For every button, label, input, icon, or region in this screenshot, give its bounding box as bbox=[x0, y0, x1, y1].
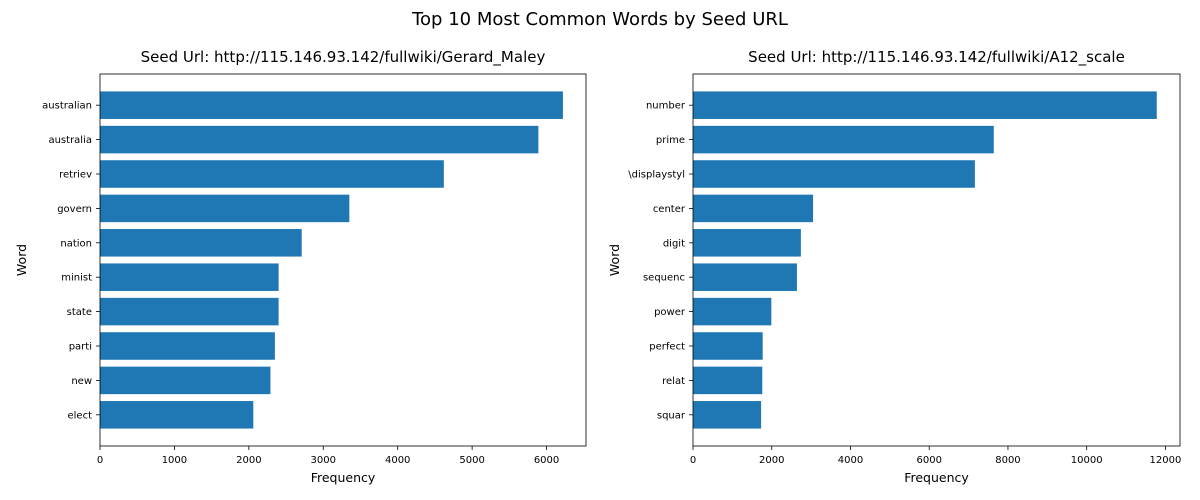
bar-state bbox=[100, 297, 279, 326]
bar-power bbox=[693, 297, 772, 326]
bar-govern bbox=[100, 194, 350, 223]
y-tick-label: retriev bbox=[59, 170, 92, 181]
subplot-title: Seed Url: http://115.146.93.142/fullwiki… bbox=[748, 48, 1125, 67]
bar-parti bbox=[100, 332, 275, 360]
bar-prime bbox=[693, 125, 994, 154]
x-tick-label: 8000 bbox=[995, 455, 1020, 466]
bar-number bbox=[693, 91, 1157, 119]
x-axis-label: Frequency bbox=[904, 470, 969, 485]
x-tick-label: 0 bbox=[97, 455, 103, 466]
plot-frame bbox=[99, 73, 587, 447]
y-tick-label: \displaystyl bbox=[628, 170, 685, 181]
x-tick-label: 2000 bbox=[236, 455, 261, 466]
x-tick-label: 4000 bbox=[838, 455, 863, 466]
y-tick-label: nation bbox=[60, 238, 92, 249]
y-tick-label: number bbox=[646, 101, 686, 112]
y-tick-label: sequenc bbox=[643, 273, 685, 284]
bar-australian bbox=[100, 91, 563, 119]
plot-frame bbox=[692, 73, 1181, 447]
y-tick-label: relat bbox=[662, 376, 685, 387]
y-tick-label: parti bbox=[69, 342, 92, 353]
x-tick-label: 0 bbox=[690, 455, 696, 466]
y-tick-label: australia bbox=[48, 135, 92, 146]
y-tick-label: power bbox=[654, 307, 686, 318]
bar-displaystyl bbox=[693, 160, 975, 188]
y-tick-label: govern bbox=[57, 204, 92, 215]
x-tick-label: 6000 bbox=[534, 455, 559, 466]
y-axis-label: Word bbox=[607, 244, 622, 276]
y-tick-label: new bbox=[71, 376, 92, 387]
bar-sequenc bbox=[693, 263, 797, 291]
bar-elect bbox=[100, 401, 254, 429]
y-tick-label: squar bbox=[657, 410, 686, 421]
subplot-title: Seed Url: http://115.146.93.142/fullwiki… bbox=[141, 48, 546, 67]
y-tick-label: state bbox=[67, 307, 92, 318]
figure-title: Top 10 Most Common Words by Seed URL bbox=[411, 9, 788, 30]
bar-minist bbox=[100, 263, 279, 291]
x-tick-label: 6000 bbox=[916, 455, 941, 466]
y-axis-label: Word bbox=[14, 244, 29, 276]
bar-australia bbox=[100, 125, 539, 154]
y-tick-label: perfect bbox=[649, 342, 685, 353]
bar-squar bbox=[693, 401, 762, 429]
y-tick-label: australian bbox=[42, 101, 92, 112]
bar-perfect bbox=[693, 332, 763, 360]
x-tick-label: 4000 bbox=[385, 455, 410, 466]
x-axis-label: Frequency bbox=[311, 470, 376, 485]
y-tick-label: center bbox=[653, 204, 686, 215]
y-tick-label: prime bbox=[656, 135, 685, 146]
bar-digit bbox=[693, 229, 801, 257]
x-tick-label: 1000 bbox=[162, 455, 187, 466]
bar-new bbox=[100, 366, 271, 395]
bar-retriev bbox=[100, 160, 444, 188]
bar-center bbox=[693, 194, 814, 223]
x-tick-label: 10000 bbox=[1071, 455, 1103, 466]
x-tick-label: 2000 bbox=[759, 455, 784, 466]
y-tick-label: minist bbox=[61, 273, 92, 284]
subplot-2: number prime \displaystyl center digit sequen… bbox=[607, 48, 1181, 485]
x-tick-label: 12000 bbox=[1150, 455, 1182, 466]
y-tick-label: digit bbox=[663, 238, 685, 249]
x-tick-label: 3000 bbox=[311, 455, 336, 466]
subplot-1: australian australia retriev govern nation mi… bbox=[14, 48, 587, 485]
bar-relat bbox=[693, 366, 763, 395]
x-tick-label: 5000 bbox=[459, 455, 484, 466]
bar-nation bbox=[100, 229, 302, 257]
y-tick-label: elect bbox=[67, 410, 92, 421]
